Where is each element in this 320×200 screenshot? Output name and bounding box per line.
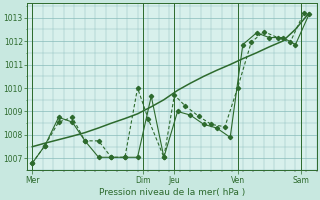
X-axis label: Pression niveau de la mer( hPa ): Pression niveau de la mer( hPa ) xyxy=(99,188,245,197)
